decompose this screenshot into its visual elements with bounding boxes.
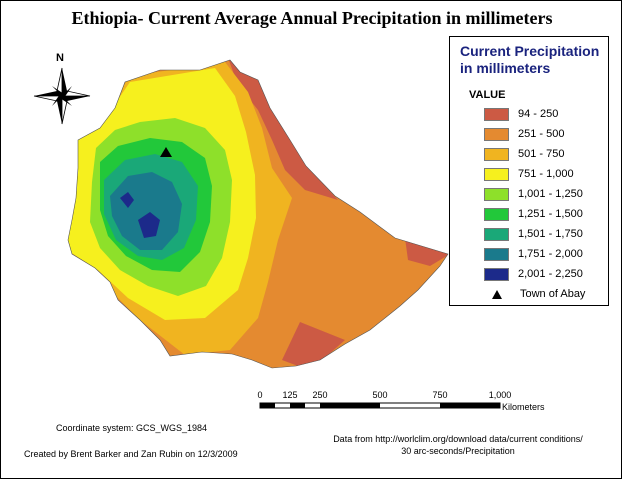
- scale-tick-label: 0: [257, 390, 263, 400]
- legend-item: 1,501 - 1,750: [484, 227, 583, 241]
- legend-item: 501 - 750: [484, 147, 564, 161]
- north-label: N: [56, 52, 64, 64]
- scale-bar: [259, 402, 501, 409]
- scale-tick-label: 250: [312, 390, 328, 400]
- legend-item: 251 - 500: [484, 127, 564, 141]
- legend-label: 94 - 250: [518, 108, 559, 120]
- legend-item: 94 - 250: [484, 107, 558, 121]
- coordinate-system-note: Coordinate system: GCS_WGS_1984: [56, 423, 208, 433]
- zone-94-250-south: [282, 322, 345, 366]
- data-source-line1: Data from http://worlclim.org/download d…: [333, 434, 583, 444]
- legend-item: 2,001 - 2,250: [484, 267, 583, 281]
- zone-2001-2250-a: [138, 212, 160, 238]
- legend-label: 501 - 750: [518, 148, 565, 160]
- legend-label-town: Town of Abay: [520, 288, 586, 300]
- legend-swatch: [484, 267, 509, 281]
- legend-label: 251 - 500: [518, 128, 565, 140]
- credits-note: Created by Brent Barker and Zan Rubin on…: [24, 449, 238, 459]
- legend-swatch: [484, 167, 509, 181]
- zone-94-250-east: [405, 238, 448, 266]
- legend-item: 1,751 - 2,000: [484, 247, 583, 261]
- scale-tick-label: 1,000: [488, 390, 512, 400]
- scale-tick-label: 500: [372, 390, 388, 400]
- scale-tick-label: 750: [432, 390, 448, 400]
- scale-unit-label: Kilometers: [502, 402, 545, 412]
- legend-title: Current Precipitation in millimeters: [460, 43, 600, 76]
- legend-swatch: [484, 147, 509, 161]
- legend-item-town: Town of Abay: [484, 287, 585, 301]
- legend-swatch: [484, 207, 509, 221]
- legend-swatch: [484, 107, 509, 121]
- town-of-abay-marker: [160, 147, 172, 157]
- legend-label: 1,001 - 1,250: [518, 188, 583, 200]
- legend-swatch: [484, 127, 509, 141]
- legend-item: 1,251 - 1,500: [484, 207, 583, 221]
- map-title: Ethiopia- Current Average Annual Precipi…: [71, 8, 553, 28]
- legend-value-heading: VALUE: [469, 89, 506, 101]
- legend-swatch: [484, 247, 509, 261]
- zone-2001-2250-b: [120, 192, 134, 208]
- legend-swatch: [484, 227, 509, 241]
- zone-1751-2000: [110, 172, 182, 250]
- legend-item: 751 - 1,000: [484, 167, 574, 181]
- triangle-icon: [492, 289, 502, 299]
- legend-label: 1,251 - 1,500: [518, 208, 583, 220]
- precipitation-raster: [68, 60, 448, 368]
- legend-box: Current Precipitation in millimeters VAL…: [449, 36, 609, 306]
- legend-label: 1,501 - 1,750: [518, 228, 583, 240]
- legend-swatch: [484, 187, 509, 201]
- legend-item: 1,001 - 1,250: [484, 187, 583, 201]
- scale-tick-label: 125: [282, 390, 298, 400]
- legend-label: 2,001 - 2,250: [518, 268, 583, 280]
- north-arrow: [33, 67, 91, 125]
- data-source-line2: 30 arc-seconds/Precipitation: [401, 446, 515, 456]
- legend-label: 751 - 1,000: [518, 168, 574, 180]
- legend-label: 1,751 - 2,000: [518, 248, 583, 260]
